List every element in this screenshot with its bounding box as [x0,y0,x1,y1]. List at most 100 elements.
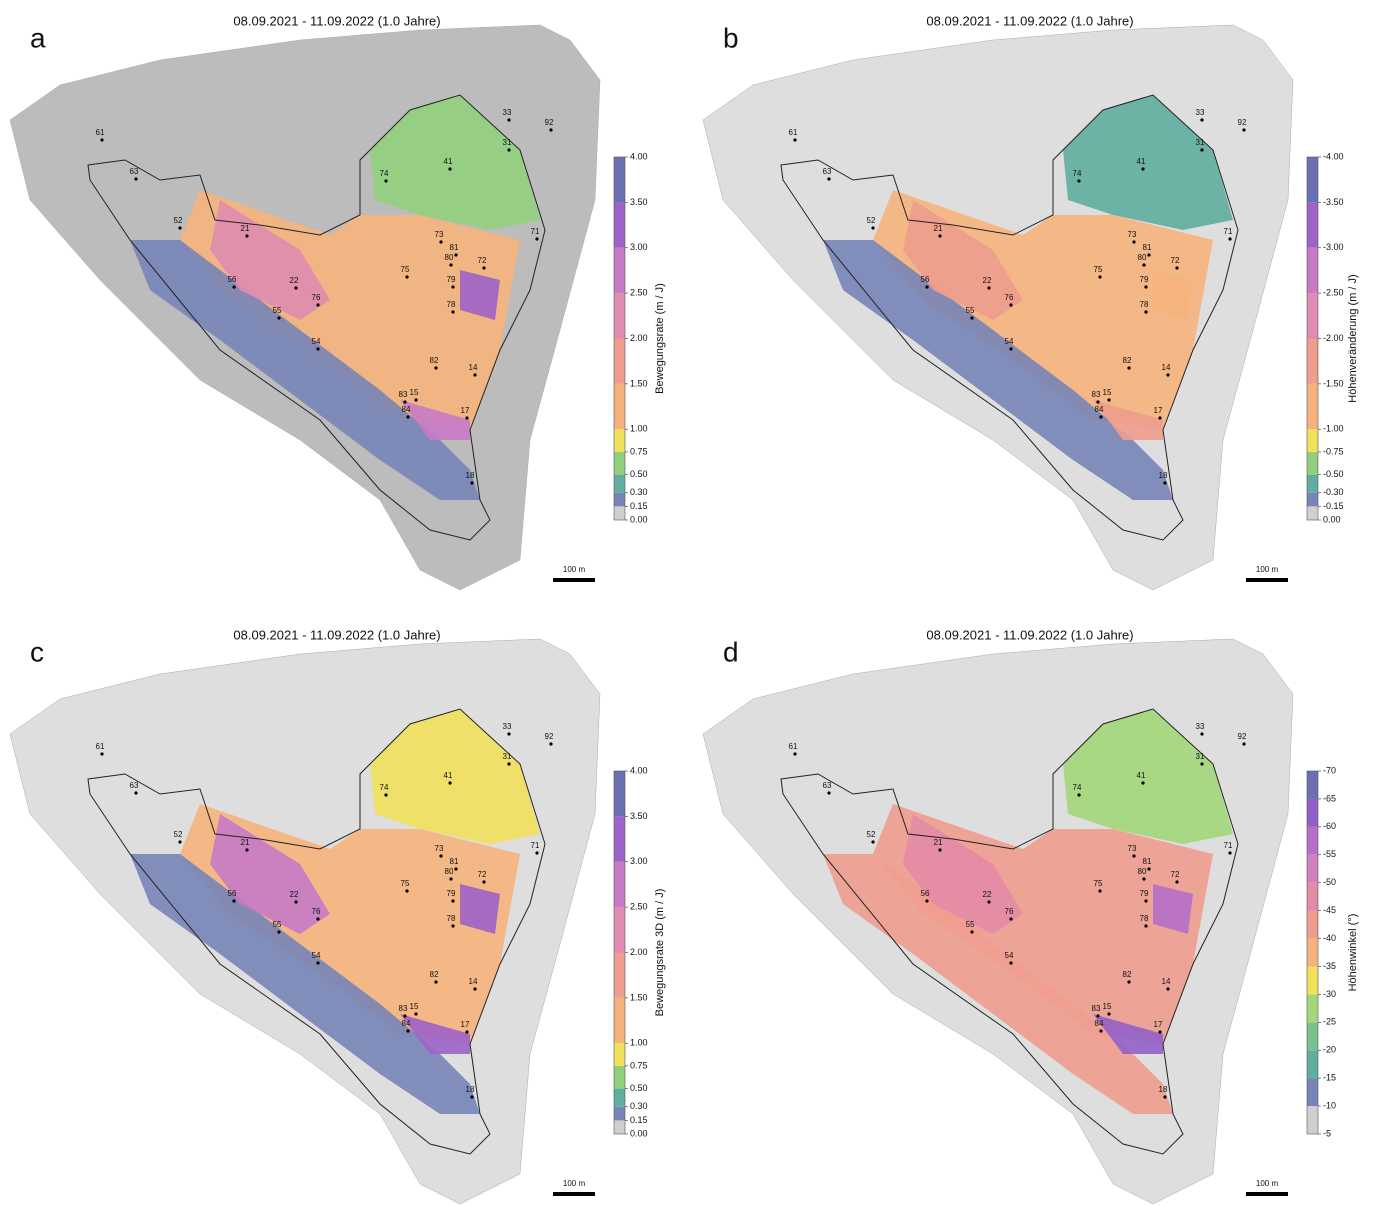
colorbar-segment [614,771,625,817]
colorbar-tick-label: -60 [1323,821,1336,831]
point-marker [535,237,539,241]
point-marker [1098,889,1102,893]
colorbar-tick-label: -25 [1323,1017,1336,1027]
point-marker [1166,373,1170,377]
point-marker [1077,179,1081,183]
scale-bar [1246,1192,1288,1196]
point-label: 41 [444,771,453,780]
point-marker [316,961,320,965]
point-marker [1144,310,1148,314]
point-marker [987,286,991,290]
point-label: 22 [983,890,992,899]
map-fill [823,240,1173,500]
point-marker [507,148,511,152]
point-label: 75 [1094,879,1103,888]
point-label: 74 [1073,783,1082,792]
point-marker [245,234,249,238]
point-label: 56 [921,275,930,284]
point-marker [925,899,929,903]
point-marker [294,286,298,290]
point-label: 84 [1095,405,1104,414]
point-label: 74 [380,783,389,792]
point-marker [277,316,281,320]
point-marker [1142,263,1146,267]
point-label: 61 [96,128,105,137]
point-label: 33 [1196,108,1205,117]
colorbar-tick-label: 0.00 [630,1128,648,1138]
map-fill [130,240,480,500]
point-label: 73 [435,230,444,239]
colorbar-segment [1307,966,1318,995]
colorbar-segment [614,997,625,1044]
point-marker [1175,880,1179,884]
point-label: 15 [1103,1002,1112,1011]
point-marker [1158,1030,1162,1034]
point-marker [535,851,539,855]
point-label: 71 [531,227,540,236]
point-label: 15 [410,388,419,397]
colorbar-segment [614,1043,625,1066]
point-label: 18 [1159,471,1168,480]
point-marker [549,742,553,746]
colorbar-segment [614,247,625,294]
colorbar-segment [614,492,625,507]
colorbar-tick-label: -3.00 [1323,242,1344,252]
point-label: 80 [1138,867,1147,876]
point-label: 54 [1005,951,1014,960]
colorbar-label: Bewegungsrate 3D (m / J) [654,889,666,1017]
point-marker [449,263,453,267]
colorbar-segment [1307,429,1318,452]
point-marker [1200,762,1204,766]
point-marker [1147,253,1151,257]
point-label: 31 [503,752,512,761]
point-marker [1147,867,1151,871]
point-label: 92 [1238,118,1247,127]
landslide-outline [87,708,546,1155]
point-label: 83 [1092,1004,1101,1013]
landslide-outline [780,94,1239,541]
colorbar-segment [1307,1022,1318,1051]
point-label: 75 [401,265,410,274]
point-label: 55 [966,920,975,929]
point-marker [482,880,486,884]
point-marker [987,900,991,904]
point-marker [316,347,320,351]
point-marker [439,854,443,858]
point-label: 82 [430,970,439,979]
map-panel: c 08.09.2021 - 11.09.2022 (1.0 Jahre) 61 63… [9,627,666,1205]
map-fill [903,814,1023,934]
point-marker [1142,877,1146,881]
map-panel: b 08.09.2021 - 11.09.2022 (1.0 Jahre) 61 63… [702,13,1359,591]
map-fill [1093,400,1163,440]
colorbar-segment [1307,1050,1318,1079]
map-fill [130,854,480,1114]
point-marker [449,877,453,881]
point-label: 79 [1140,275,1149,284]
colorbar-label: Höhenveränderung (m / J) [1347,274,1359,402]
colorbar-segment [1307,247,1318,294]
point-label: 63 [823,167,832,176]
point-label: 52 [867,830,876,839]
colorbar-tick-label: -35 [1323,961,1336,971]
point-marker [1096,400,1100,404]
point-marker [451,899,455,903]
point-label: 21 [934,224,943,233]
colorbar-segment [614,1088,625,1107]
point-marker [1166,987,1170,991]
point-marker [414,1012,418,1016]
point-label: 63 [130,781,139,790]
point-label: 56 [228,275,237,284]
colorbar-frame [1306,770,1319,1135]
colorbar-segment [614,952,625,998]
point-label: 17 [1154,406,1163,415]
point-label: 54 [1005,337,1014,346]
map-fill [370,95,540,230]
colorbar-tick-label: -55 [1323,849,1336,859]
point-label: 55 [273,920,282,929]
colorbar-tick-label: -3.50 [1323,197,1344,207]
point-label: 14 [469,363,478,372]
point-marker [1009,347,1013,351]
scale-bar [1246,578,1288,582]
point-label: 41 [1137,157,1146,166]
